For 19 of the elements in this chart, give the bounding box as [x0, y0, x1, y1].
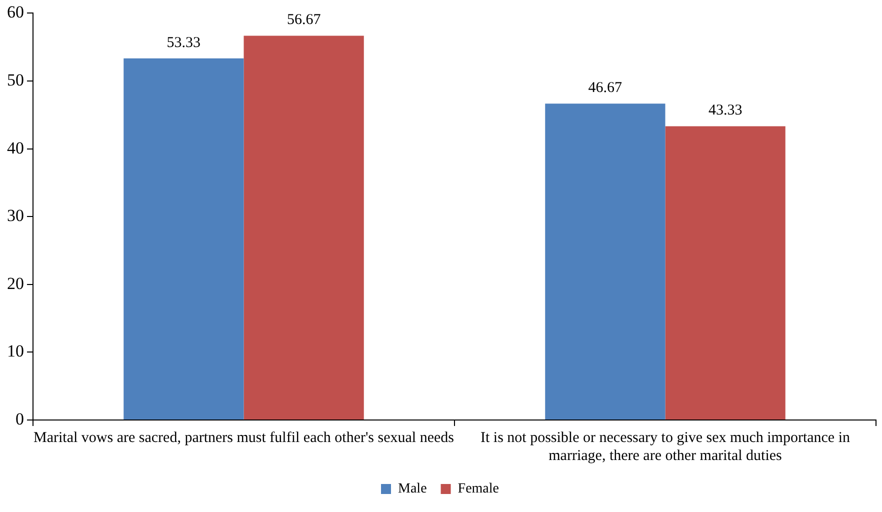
data-label: 46.67: [588, 80, 623, 96]
legend-label: Female: [458, 482, 499, 497]
y-tick-label: 40: [7, 138, 24, 158]
legend-label: Male: [398, 482, 427, 497]
bar: [665, 126, 786, 420]
y-tick-label: 0: [16, 409, 24, 428]
y-tick-label: 60: [7, 2, 24, 22]
y-tick-label: 20: [7, 274, 24, 293]
bar: [244, 36, 364, 420]
data-label: 56.67: [286, 12, 322, 28]
bar: [545, 104, 666, 420]
x-tick-label: Marital vows are sacred, partners must fulfil each other's sexual needs: [34, 430, 454, 446]
x-tick-label: It is not possible or necessary to give sex much importance in marriage, there are other marital duties: [480, 430, 850, 464]
bar: [124, 58, 244, 420]
data-label: 43.33: [708, 102, 742, 119]
y-tick-label: 50: [7, 70, 24, 90]
y-tick-label: 30: [7, 206, 24, 226]
y-tick-label: 10: [7, 342, 24, 361]
data-label: 53.33: [166, 34, 201, 51]
